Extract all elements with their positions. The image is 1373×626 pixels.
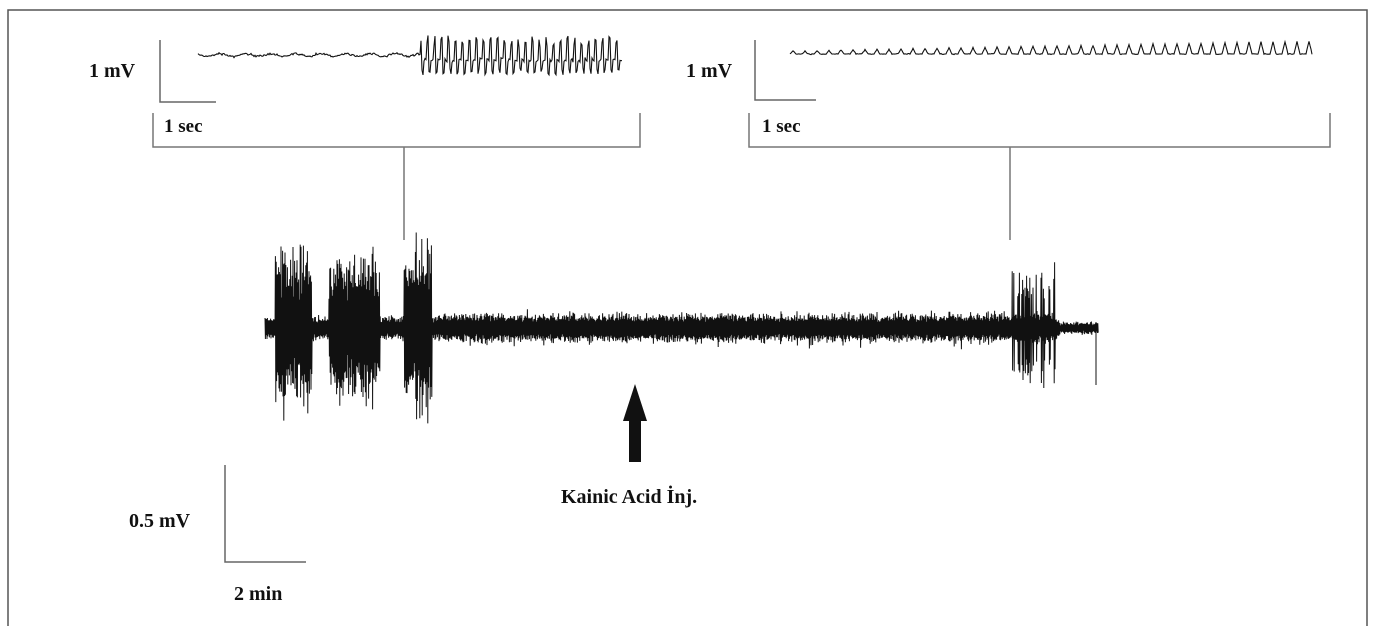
right-inset: 1 mV 1 sec bbox=[686, 39, 1331, 240]
main-eeg-trace bbox=[264, 232, 1099, 424]
injection-arrow bbox=[623, 384, 647, 462]
right-inset-trace bbox=[789, 39, 1313, 56]
left-inset-time-scale: 1 sec bbox=[164, 116, 203, 137]
left-inset-voltage-scale: 1 mV bbox=[89, 60, 136, 82]
right-inset-scale-bar bbox=[754, 40, 816, 101]
injection-annotation: Kainic Acid İnj. bbox=[561, 484, 697, 508]
left-inset-scale-bar bbox=[159, 40, 216, 103]
right-inset-time-scale: 1 sec bbox=[762, 116, 801, 137]
right-inset-voltage-scale: 1 mV bbox=[686, 60, 733, 82]
arrow-head bbox=[623, 384, 647, 421]
arrow-shaft bbox=[629, 420, 641, 462]
figure-frame bbox=[7, 9, 1368, 626]
left-inset-trace bbox=[197, 35, 623, 77]
left-inset-bracket bbox=[152, 113, 641, 240]
left-inset: 1 mV 1 sec bbox=[89, 35, 641, 240]
main-scale-bar bbox=[224, 465, 306, 563]
right-inset-bracket bbox=[748, 113, 1331, 240]
main-time-scale: 2 min bbox=[234, 583, 282, 605]
main-eeg: Kainic Acid İnj. 0.5 mV 2 min bbox=[129, 232, 1099, 605]
main-voltage-scale: 0.5 mV bbox=[129, 510, 191, 532]
